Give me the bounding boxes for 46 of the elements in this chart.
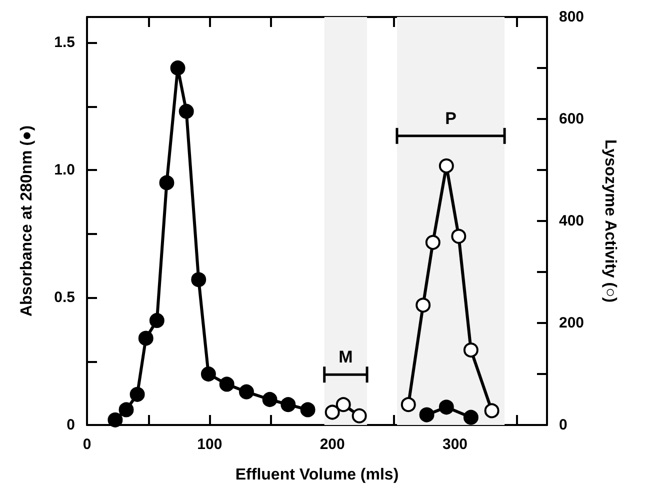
y-tick-label: 0.5 xyxy=(54,289,75,306)
point xyxy=(149,312,164,328)
y-tick-label: 1.5 xyxy=(54,34,75,51)
point xyxy=(170,60,186,76)
y-tick-label: 0 xyxy=(66,416,75,434)
point xyxy=(463,410,478,425)
point xyxy=(419,407,434,422)
point xyxy=(438,400,454,415)
point xyxy=(484,403,500,418)
point xyxy=(200,366,216,382)
y2-tick-label: 200 xyxy=(559,314,584,332)
point xyxy=(138,330,154,346)
point xyxy=(438,158,454,174)
point xyxy=(352,408,367,424)
y-tick-label: 1.0 xyxy=(54,162,75,178)
x-tick-label: 300 xyxy=(442,436,468,453)
band-label: M xyxy=(338,348,353,367)
x-tick-label: 200 xyxy=(320,436,345,453)
point xyxy=(191,272,206,288)
y2-tick-label: 0 xyxy=(559,416,568,434)
point xyxy=(463,342,478,358)
x-tick-label: 100 xyxy=(197,436,222,453)
point xyxy=(118,402,134,418)
point xyxy=(178,104,194,119)
point xyxy=(300,402,316,418)
y2-tick-label: 800 xyxy=(559,8,584,26)
y2-tick-label: 600 xyxy=(559,110,584,128)
y2-tick-label: 400 xyxy=(559,212,584,230)
point xyxy=(219,376,234,392)
band-label: P xyxy=(445,108,456,128)
x-tick-label: 0 xyxy=(82,436,92,453)
point xyxy=(238,384,254,400)
point xyxy=(400,397,416,412)
point xyxy=(108,412,123,428)
x-axis-title: Effluent Volume (mls) xyxy=(235,466,399,484)
point xyxy=(451,228,466,244)
point xyxy=(425,234,440,250)
y-axis-title: Absorbance at 280nm (●) xyxy=(18,125,36,317)
point xyxy=(130,386,145,402)
point xyxy=(416,298,431,313)
point xyxy=(159,175,174,190)
point xyxy=(324,404,340,420)
point xyxy=(336,397,351,412)
point xyxy=(262,392,278,407)
y2-axis-title: Lysozyme Activity (○) xyxy=(602,139,618,303)
point xyxy=(280,397,296,412)
